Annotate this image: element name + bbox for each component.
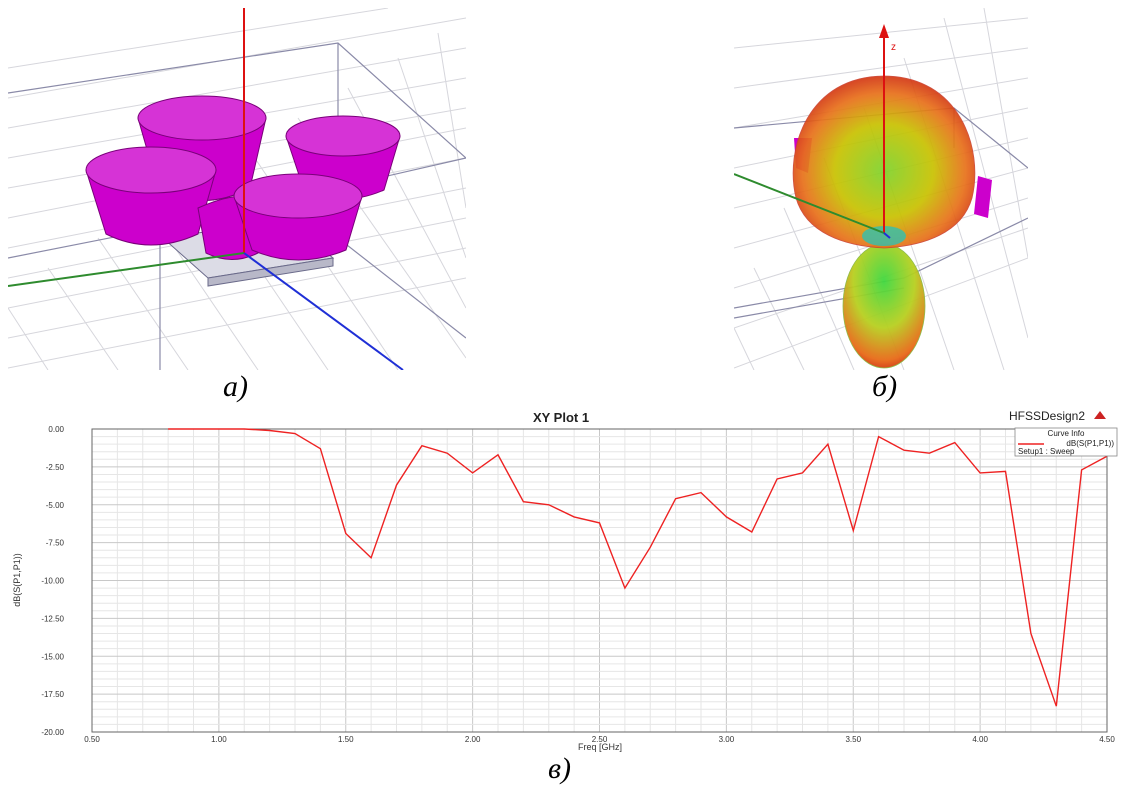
y-tick-labels: 0.00 -2.50 -5.00 -7.50 -10.00 -12.50 -15.00 -17…: [41, 425, 64, 737]
series-line-s11: [168, 428, 1108, 707]
caption-c: в): [548, 752, 572, 785]
x-axis-label: Freq [GHz]: [578, 742, 622, 752]
back-lobe: [842, 243, 926, 369]
x-tick-label: 3.00: [719, 735, 735, 744]
x-tick-label: 1.00: [211, 735, 227, 744]
chart-title: XY Plot 1: [533, 410, 589, 425]
legend-entry: dB(S(P1,P1)): [1066, 439, 1114, 448]
y-tick-label: 0.00: [48, 425, 64, 434]
x-tick-label: 4.50: [1099, 735, 1115, 744]
dielectric-resonators: [85, 95, 401, 261]
y-axis: [883, 232, 891, 239]
x-tick-label: 2.00: [465, 735, 481, 744]
antenna-model-graphic: [7, 7, 467, 371]
x-axis: [7, 252, 245, 287]
legend-title: Curve Info: [1048, 429, 1085, 438]
x-tick-labels: 0.50 1.00 1.50 2.00 2.50 3.00 3.50 4.00 4.50: [84, 735, 1115, 744]
y-axis-label: dB(S(P1,P1)): [12, 553, 22, 607]
antenna-model-view: [7, 7, 467, 371]
x-tick-label: 1.50: [338, 735, 354, 744]
x-tick-label: 3.50: [845, 735, 861, 744]
coordinate-axes: [7, 8, 404, 371]
caption-b: б): [872, 370, 898, 403]
radiation-pattern-graphic: z: [733, 7, 1029, 371]
z-axis-label: z: [891, 42, 896, 53]
radiation-pattern-view: z: [733, 7, 1029, 371]
y-tick-label: -5.00: [46, 501, 65, 510]
z-axis-arrow-icon: [879, 24, 889, 38]
y-tick-label: -20.00: [41, 728, 64, 737]
series-layer: [168, 428, 1108, 707]
design-label: HFSSDesign2: [1009, 409, 1085, 423]
plot-grid: [91, 428, 1108, 733]
legend: Curve Info dB(S(P1,P1)) Setup1 : Sweep: [1014, 427, 1118, 457]
y-axis: [243, 252, 404, 371]
y-tick-label: -17.50: [41, 690, 64, 699]
x-tick-label: 0.50: [84, 735, 100, 744]
y-tick-label: -15.00: [41, 652, 64, 661]
plot-frame: [91, 428, 1108, 733]
y-tick-label: -10.00: [41, 577, 64, 586]
xy-plot-chart: XY Plot 1 HFSSDesign2 0.00 -2.50 -5.00 -7.5…: [0, 408, 1121, 752]
y-tick-label: -7.50: [46, 539, 65, 548]
caption-a: а): [223, 370, 248, 403]
x-tick-label: 2.50: [592, 735, 608, 744]
coordinate-axes: [733, 24, 891, 239]
xy-plot-panel: XY Plot 1 HFSSDesign2 0.00 -2.50 -5.00 -7.5…: [0, 408, 1121, 752]
legend-sub: Setup1 : Sweep: [1018, 447, 1075, 456]
x-tick-label: 4.00: [972, 735, 988, 744]
feed-region: [862, 226, 906, 246]
y-tick-label: -12.50: [41, 614, 64, 623]
y-tick-label: -2.50: [46, 463, 65, 472]
ansoft-logo-icon: [1094, 411, 1106, 419]
legend-box: [1014, 427, 1118, 457]
x-axis: [733, 173, 885, 234]
